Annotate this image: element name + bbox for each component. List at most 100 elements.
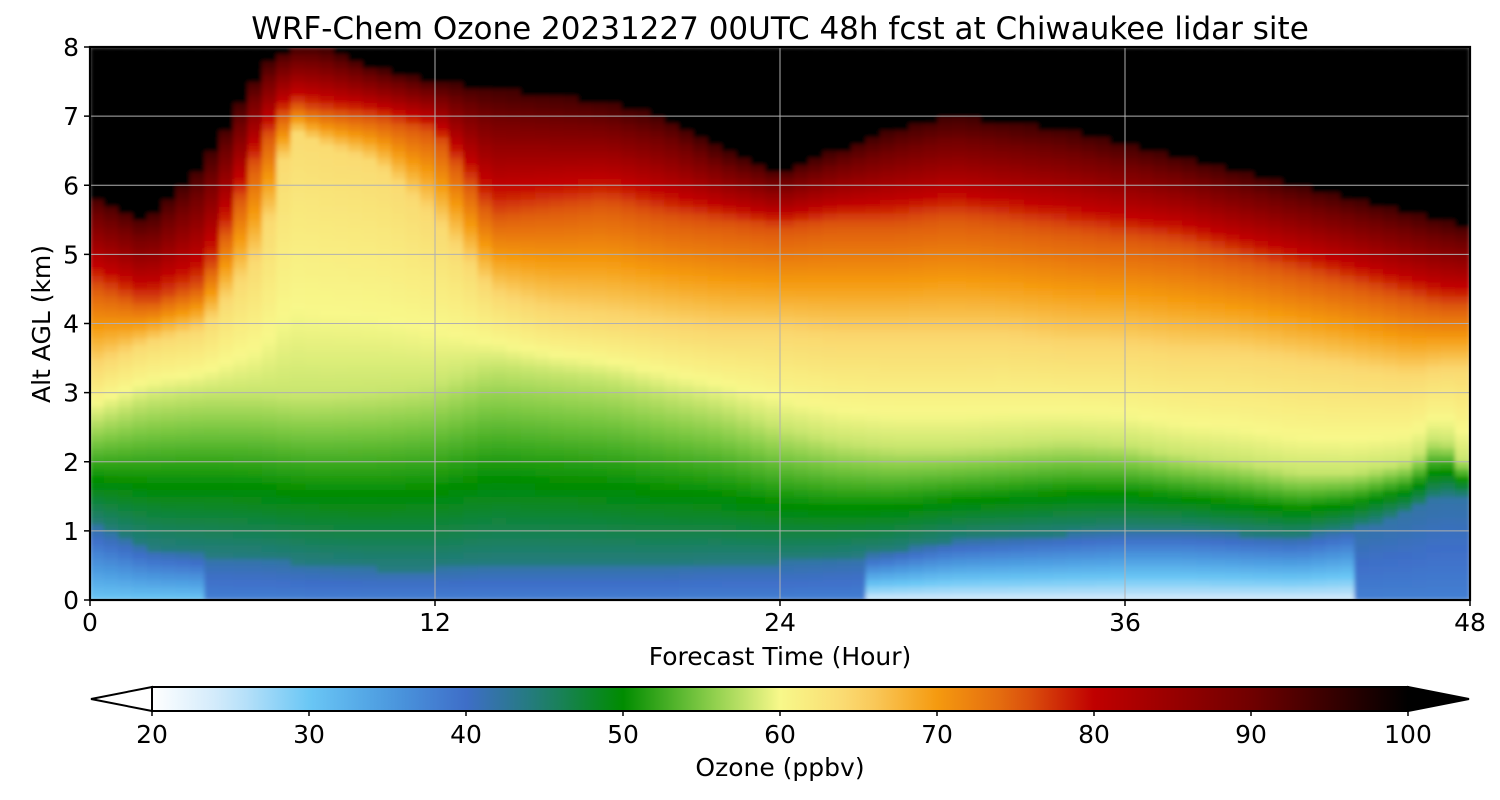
- field-cell: [951, 585, 968, 594]
- field-cell: [405, 378, 422, 387]
- field-cell: [808, 94, 824, 103]
- field-cell: [693, 343, 709, 352]
- field-cell: [118, 509, 134, 518]
- field-cell: [980, 551, 997, 560]
- field-cell: [247, 564, 264, 573]
- field-cell: [420, 447, 436, 456]
- field-cell: [880, 357, 896, 366]
- field-cell: [951, 226, 968, 235]
- field-cell: [980, 426, 997, 435]
- field-cell: [506, 385, 522, 394]
- field-cell: [664, 74, 680, 83]
- field-cell: [951, 364, 968, 373]
- field-cell: [247, 461, 264, 470]
- field-cell: [765, 364, 781, 373]
- field-cell: [161, 205, 177, 214]
- field-cell: [204, 571, 220, 580]
- field-cell: [204, 440, 220, 449]
- field-cell: [362, 523, 379, 532]
- field-cell: [520, 205, 537, 214]
- field-cell: [362, 474, 379, 484]
- field-cell: [333, 378, 350, 387]
- field-cell: [693, 537, 709, 546]
- field-cell: [204, 288, 220, 297]
- field-cell: [218, 585, 235, 594]
- field-cell: [391, 115, 407, 124]
- field-cell: [218, 274, 235, 283]
- field-cell: [765, 233, 781, 242]
- field-cell: [305, 343, 321, 352]
- field-cell: [491, 592, 508, 600]
- field-cell: [233, 578, 249, 587]
- field-cell: [118, 212, 134, 221]
- field-cell: [721, 385, 738, 394]
- field-cell: [434, 502, 450, 511]
- field-cell: [477, 468, 494, 477]
- field-cell: [333, 219, 350, 228]
- field-cell: [276, 488, 292, 497]
- field-cell: [319, 101, 335, 110]
- field-cell: [506, 426, 522, 435]
- field-cell: [980, 564, 997, 573]
- field-cell: [563, 288, 580, 297]
- field-cell: [247, 150, 264, 159]
- field-cell: [650, 371, 666, 380]
- field-cell: [161, 315, 177, 325]
- field-cell: [664, 205, 680, 214]
- field-cell: [190, 585, 206, 594]
- field-cell: [793, 378, 810, 387]
- field-cell: [793, 219, 810, 228]
- field-cell: [204, 336, 220, 345]
- field-cell: [693, 557, 709, 567]
- field-cell: [750, 184, 767, 193]
- field-cell: [750, 329, 767, 338]
- field-cell: [132, 557, 149, 567]
- field-cell: [923, 461, 939, 470]
- field-cell: [966, 405, 982, 414]
- field-cell: [606, 440, 623, 449]
- field-cell: [362, 364, 379, 373]
- field-cell: [966, 488, 982, 497]
- field-cell: [218, 419, 235, 428]
- field-cell: [204, 87, 220, 96]
- field-cell: [779, 523, 795, 532]
- field-cell: [261, 336, 278, 345]
- field-cell: [664, 136, 680, 145]
- field-cell: [908, 557, 925, 567]
- field-cell: [894, 481, 910, 490]
- field-cell: [132, 143, 149, 152]
- field-cell: [90, 371, 105, 380]
- field-cell: [290, 461, 307, 470]
- field-cell: [836, 336, 853, 345]
- field-cell: [779, 253, 795, 262]
- field-cell: [305, 67, 321, 76]
- field-cell: [161, 122, 177, 131]
- field-cell: [851, 461, 867, 470]
- field-cell: [233, 488, 249, 497]
- field-cell: [808, 177, 824, 186]
- field-cell: [491, 260, 508, 269]
- field-cell: [247, 481, 264, 490]
- field-cell: [333, 53, 350, 62]
- field-cell: [894, 371, 910, 380]
- field-cell: [549, 47, 565, 55]
- field-cell: [793, 557, 810, 567]
- field-cell: [865, 530, 882, 539]
- field-cell: [161, 239, 177, 249]
- field-cell: [678, 578, 695, 587]
- field-cell: [822, 502, 839, 511]
- field-cell: [865, 578, 882, 587]
- field-cell: [678, 87, 695, 96]
- field-cell: [693, 544, 709, 553]
- field-cell: [650, 364, 666, 373]
- field-cell: [233, 253, 249, 262]
- field-cell: [851, 260, 867, 269]
- field-cell: [348, 447, 364, 456]
- field-cell: [535, 329, 551, 338]
- field-cell: [276, 281, 292, 290]
- field-cell: [319, 544, 335, 553]
- field-cell: [535, 357, 551, 366]
- field-cell: [937, 364, 954, 373]
- field-cell: [535, 488, 551, 497]
- field-cell: [549, 122, 565, 131]
